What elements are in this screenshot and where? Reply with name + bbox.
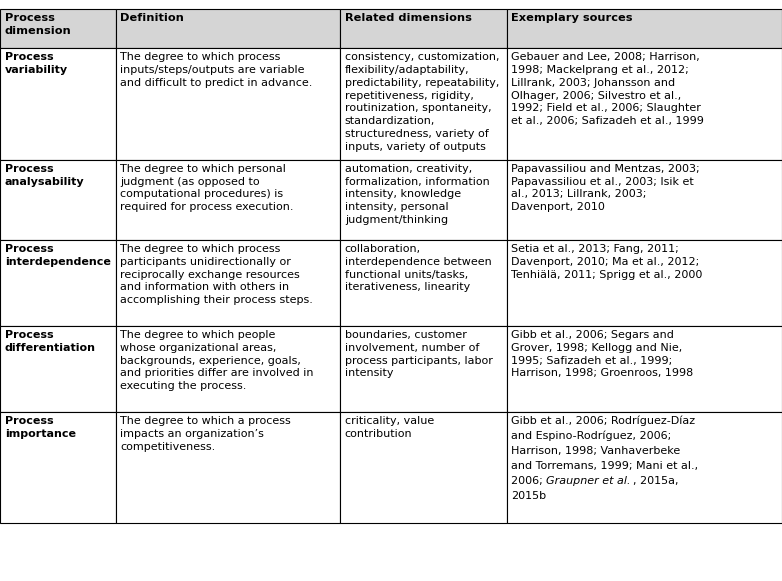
Bar bbox=[116, 48, 340, 160]
Text: Process
differentiation: Process differentiation bbox=[5, 330, 95, 353]
Bar bbox=[116, 160, 340, 240]
Text: and Torremans, 1999; Mani et al.,: and Torremans, 1999; Mani et al., bbox=[511, 461, 698, 471]
Bar bbox=[340, 160, 507, 240]
Bar bbox=[340, 412, 507, 523]
Bar bbox=[507, 160, 782, 240]
Text: The degree to which personal
judgment (as opposed to
computational procedures) i: The degree to which personal judgment (a… bbox=[120, 164, 294, 212]
Bar bbox=[0, 326, 116, 412]
Text: 2015b: 2015b bbox=[511, 491, 547, 501]
Text: Process
dimension: Process dimension bbox=[5, 13, 71, 35]
Bar bbox=[116, 9, 340, 48]
Text: Process
analysability: Process analysability bbox=[5, 164, 84, 187]
Text: The degree to which process
participants unidirectionally or
reciprocally exchan: The degree to which process participants… bbox=[120, 244, 314, 305]
Text: automation, creativity,
formalization, information
intensity, knowledge
intensit: automation, creativity, formalization, i… bbox=[345, 164, 490, 225]
Text: The degree to which process
inputs/steps/outputs are variable
and difficult to p: The degree to which process inputs/steps… bbox=[120, 52, 313, 88]
Text: Process
importance: Process importance bbox=[5, 416, 76, 439]
Bar bbox=[340, 240, 507, 326]
Text: Gibb et al., 2006; Segars and
Grover, 1998; Kellogg and Nie,
1995; Safizadeh et : Gibb et al., 2006; Segars and Grover, 19… bbox=[511, 330, 694, 378]
Bar bbox=[507, 412, 782, 523]
Bar bbox=[340, 326, 507, 412]
Bar bbox=[0, 160, 116, 240]
Bar bbox=[507, 9, 782, 48]
Text: Gebauer and Lee, 2008; Harrison,
1998; Mackelprang et al., 2012;
Lillrank, 2003;: Gebauer and Lee, 2008; Harrison, 1998; M… bbox=[511, 52, 705, 126]
Text: The degree to which a process
impacts an organization’s
competitiveness.: The degree to which a process impacts an… bbox=[120, 416, 291, 451]
Text: Exemplary sources: Exemplary sources bbox=[511, 13, 633, 23]
Bar bbox=[0, 412, 116, 523]
Text: Definition: Definition bbox=[120, 13, 185, 23]
Text: Process
interdependence: Process interdependence bbox=[5, 244, 110, 267]
Text: collaboration,
interdependence between
functional units/tasks,
iterativeness, li: collaboration, interdependence between f… bbox=[345, 244, 492, 292]
Bar bbox=[116, 240, 340, 326]
Text: Gibb et al., 2006; Rodríguez-Díaz: Gibb et al., 2006; Rodríguez-Díaz bbox=[511, 416, 695, 426]
Bar bbox=[116, 326, 340, 412]
Bar bbox=[507, 240, 782, 326]
Bar bbox=[116, 412, 340, 523]
Bar bbox=[0, 48, 116, 160]
Text: Graupner et al.: Graupner et al. bbox=[546, 476, 630, 486]
Bar bbox=[340, 48, 507, 160]
Bar bbox=[507, 48, 782, 160]
Text: The degree to which people
whose organizational areas,
backgrounds, experience, : The degree to which people whose organiz… bbox=[120, 330, 314, 391]
Bar bbox=[340, 9, 507, 48]
Text: boundaries, customer
involvement, number of
process participants, labor
intensit: boundaries, customer involvement, number… bbox=[345, 330, 493, 378]
Text: Setia et al., 2013; Fang, 2011;
Davenport, 2010; Ma et al., 2012;
Tenhiälä, 2011: Setia et al., 2013; Fang, 2011; Davenpor… bbox=[511, 244, 703, 279]
Text: , 2015a,: , 2015a, bbox=[633, 476, 678, 486]
Text: and Espino-Rodríguez, 2006;: and Espino-Rodríguez, 2006; bbox=[511, 431, 672, 442]
Text: criticality, value
contribution: criticality, value contribution bbox=[345, 416, 434, 439]
Text: Process
variability: Process variability bbox=[5, 52, 68, 75]
Bar bbox=[0, 9, 116, 48]
Bar bbox=[0, 240, 116, 326]
Text: 2006;: 2006; bbox=[511, 476, 547, 486]
Text: Papavassiliou and Mentzas, 2003;
Papavassiliou et al., 2003; Isik et
al., 2013; : Papavassiliou and Mentzas, 2003; Papavas… bbox=[511, 164, 700, 212]
Text: consistency, customization,
flexibility/adaptability,
predictability, repeatabil: consistency, customization, flexibility/… bbox=[345, 52, 500, 152]
Text: Harrison, 1998; Vanhaverbeke: Harrison, 1998; Vanhaverbeke bbox=[511, 446, 680, 456]
Text: Related dimensions: Related dimensions bbox=[345, 13, 472, 23]
Bar bbox=[507, 326, 782, 412]
